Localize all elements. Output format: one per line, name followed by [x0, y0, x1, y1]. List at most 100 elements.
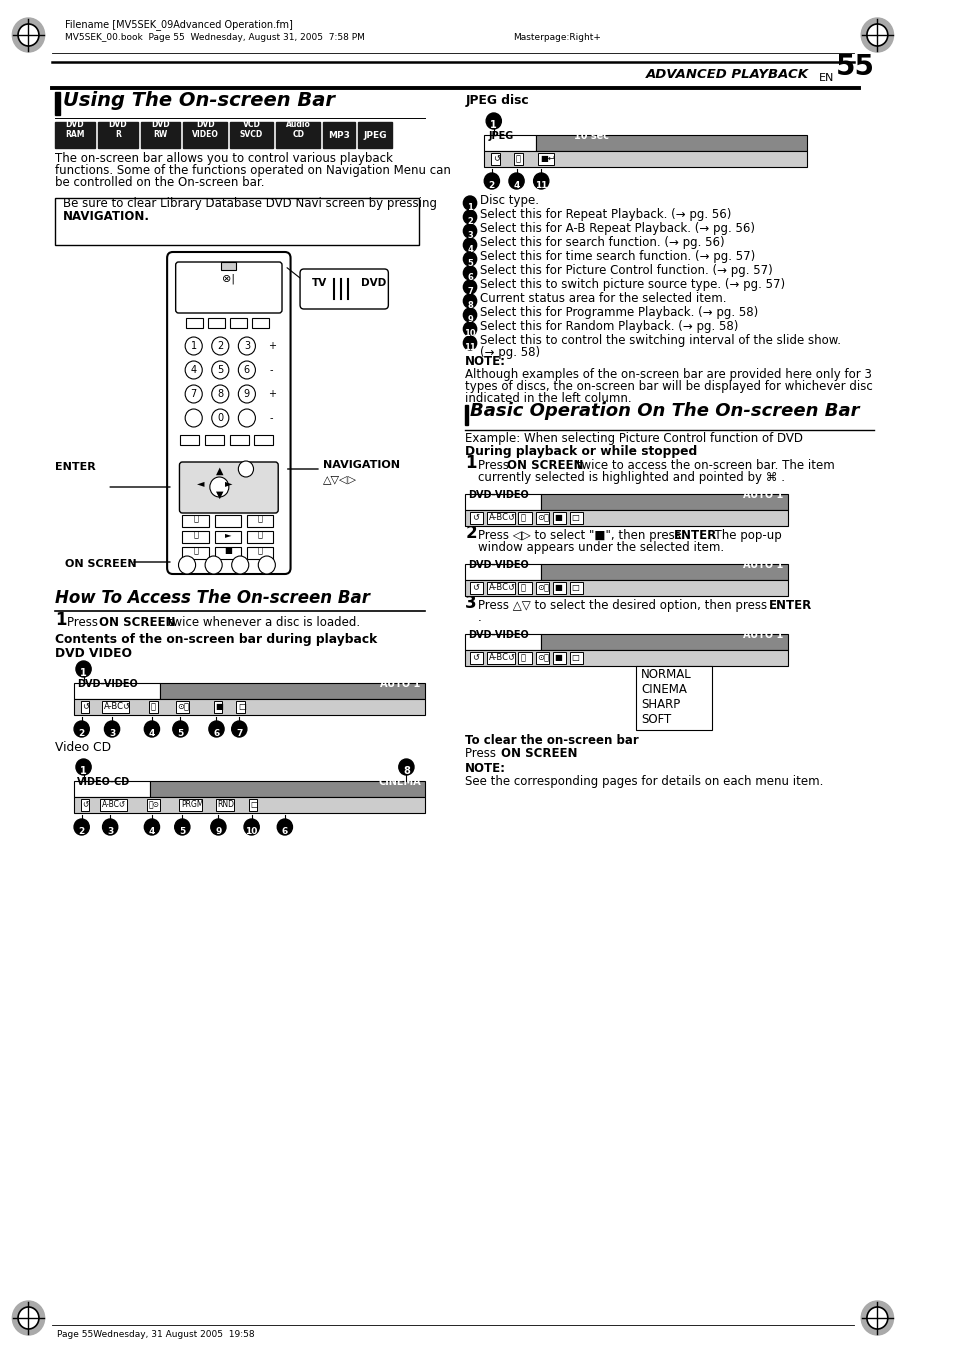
Circle shape [212, 409, 229, 427]
Text: 1: 1 [80, 766, 87, 775]
Bar [81, 701, 90, 713]
Bar [150, 781, 425, 797]
Text: A-BC↺: A-BC↺ [103, 703, 131, 711]
Bar [465, 634, 540, 650]
Bar [215, 798, 233, 811]
Text: 2: 2 [78, 827, 85, 835]
Bar [249, 798, 257, 811]
Text: A-BC↺: A-BC↺ [101, 800, 126, 809]
Text: DVD: DVD [109, 120, 127, 128]
Circle shape [463, 253, 476, 266]
Circle shape [484, 173, 499, 189]
Circle shape [74, 721, 90, 738]
Text: Select this for time search function. (→ pg. 57): Select this for time search function. (→… [480, 250, 755, 263]
Bar [569, 582, 582, 594]
Circle shape [238, 409, 255, 427]
Text: 5: 5 [179, 827, 185, 835]
Text: ⏭: ⏭ [257, 513, 262, 523]
Bar [183, 122, 227, 149]
Text: Basic Operation On The On-screen Bar: Basic Operation On The On-screen Bar [470, 403, 859, 420]
Text: (→ pg. 58): (→ pg. 58) [480, 346, 540, 359]
Bar [254, 435, 274, 444]
Text: A-BC↺: A-BC↺ [489, 584, 516, 592]
Text: 8: 8 [402, 766, 410, 775]
Text: CD: CD [292, 130, 304, 139]
Circle shape [244, 819, 259, 835]
Bar [147, 798, 160, 811]
Text: Be sure to clear Library Database DVD Navi screen by pressing: Be sure to clear Library Database DVD Na… [63, 197, 436, 209]
Circle shape [18, 24, 39, 46]
Text: 10: 10 [464, 328, 476, 338]
Bar [213, 701, 222, 713]
Text: Press: Press [68, 616, 102, 630]
Text: 4: 4 [149, 827, 155, 835]
Text: ⏭: ⏭ [519, 653, 525, 662]
Bar [186, 317, 203, 328]
Circle shape [144, 819, 159, 835]
Bar [214, 515, 241, 527]
Circle shape [232, 557, 249, 574]
Text: DVD: DVD [360, 278, 386, 288]
Circle shape [144, 721, 159, 738]
Text: 1: 1 [55, 611, 67, 630]
Text: 9: 9 [244, 389, 250, 399]
Bar [247, 515, 274, 527]
Text: ENTER: ENTER [768, 598, 812, 612]
Circle shape [210, 477, 229, 497]
Circle shape [76, 759, 91, 775]
Text: 2: 2 [217, 340, 223, 351]
Circle shape [866, 24, 887, 46]
Bar [470, 653, 483, 663]
Circle shape [74, 819, 90, 835]
Circle shape [258, 557, 275, 574]
Text: 5: 5 [177, 728, 183, 738]
Text: ↺: ↺ [472, 653, 478, 662]
Circle shape [232, 721, 247, 738]
Text: Select this to control the switching interval of the slide show.: Select this to control the switching int… [480, 334, 841, 347]
Text: .: . [567, 747, 571, 761]
Circle shape [172, 721, 188, 738]
Text: ⏪: ⏪ [193, 530, 198, 539]
Text: VIDEO-CD: VIDEO-CD [77, 777, 130, 788]
Text: functions. Some of the functions operated on Navigation Menu can: functions. Some of the functions operate… [55, 163, 451, 177]
Text: ⏭⊙: ⏭⊙ [149, 800, 160, 809]
Text: To clear the on-screen bar: To clear the on-screen bar [465, 734, 639, 747]
Text: ON SCREEN: ON SCREEN [506, 459, 583, 471]
Bar [465, 650, 787, 666]
Text: Page 55Wednesday, 31 August 2005  19:58: Page 55Wednesday, 31 August 2005 19:58 [57, 1329, 254, 1339]
Text: ⊙⏯: ⊙⏯ [537, 513, 549, 521]
Circle shape [861, 18, 893, 51]
Circle shape [238, 385, 255, 403]
Circle shape [398, 759, 414, 775]
Circle shape [12, 18, 45, 51]
Bar [205, 435, 224, 444]
Text: 5: 5 [467, 258, 473, 267]
Text: Although examples of the on-screen bar are provided here only for 3: Although examples of the on-screen bar a… [465, 367, 871, 381]
Bar [236, 701, 245, 713]
Bar [159, 684, 425, 698]
Text: VCD: VCD [242, 120, 260, 128]
Text: □: □ [571, 584, 578, 592]
Text: AUTO 1: AUTO 1 [742, 561, 782, 570]
Text: ►: ► [224, 530, 231, 539]
Bar [357, 122, 392, 149]
Bar [552, 653, 565, 663]
Circle shape [12, 1301, 45, 1335]
Text: Example: When selecting Picture Control function of DVD: Example: When selecting Picture Control … [465, 432, 802, 444]
Text: ■: ■ [554, 513, 562, 521]
Text: 55: 55 [835, 53, 874, 81]
Bar [74, 698, 425, 715]
Bar [182, 515, 209, 527]
Bar [536, 135, 806, 151]
Circle shape [861, 1301, 893, 1335]
Bar [487, 582, 514, 594]
Text: 4: 4 [149, 728, 155, 738]
Circle shape [205, 557, 222, 574]
Text: 7: 7 [235, 728, 242, 738]
Text: 1: 1 [467, 203, 473, 212]
Text: Select this for Random Playback. (→ pg. 58): Select this for Random Playback. (→ pg. … [480, 320, 738, 332]
Circle shape [463, 266, 476, 280]
Bar [180, 435, 199, 444]
Text: Select this for Picture Control function. (→ pg. 57): Select this for Picture Control function… [480, 263, 772, 277]
Text: ■: ■ [554, 584, 562, 592]
